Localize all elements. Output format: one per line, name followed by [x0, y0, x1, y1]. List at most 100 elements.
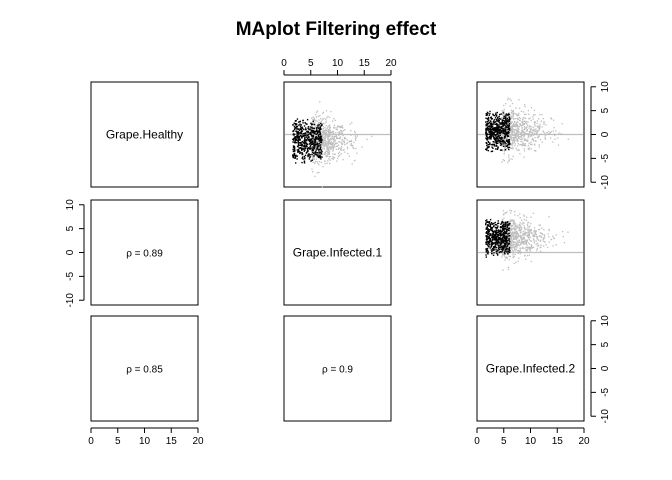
filtered-point	[304, 154, 307, 157]
filtered-point	[315, 138, 318, 140]
filtered-point	[486, 149, 488, 151]
filtered-point	[492, 147, 494, 150]
filtered-point	[304, 142, 307, 144]
filtered-point	[505, 228, 508, 231]
retained-point	[537, 238, 539, 240]
filtered-point	[504, 130, 507, 132]
retained-point	[327, 134, 330, 136]
retained-point	[536, 242, 538, 245]
filtered-point	[493, 138, 496, 141]
filtered-point	[311, 148, 314, 150]
filtered-point	[495, 130, 497, 132]
retained-point	[346, 139, 349, 141]
retained-point	[330, 110, 332, 113]
retained-point	[336, 129, 338, 131]
filtered-point	[494, 121, 496, 123]
filtered-point	[506, 123, 508, 125]
filtered-point	[501, 249, 504, 252]
filtered-point	[490, 118, 493, 120]
filtered-point	[486, 111, 489, 114]
retained-point	[522, 142, 524, 144]
retained-point	[327, 126, 329, 128]
filtered-point	[506, 124, 508, 127]
retained-point	[548, 236, 550, 238]
filtered-point	[506, 140, 508, 142]
retained-point	[512, 125, 514, 127]
retained-point	[521, 247, 523, 250]
retained-point	[323, 153, 326, 155]
filtered-point	[499, 118, 502, 120]
filtered-point	[487, 233, 489, 236]
filtered-point	[317, 130, 319, 132]
retained-point	[533, 234, 535, 237]
filtered-point	[503, 115, 505, 118]
retained-point	[531, 133, 533, 136]
retained-point	[351, 145, 354, 147]
x-tick-label: 20	[578, 436, 590, 447]
retained-point	[513, 255, 515, 258]
retained-point	[329, 159, 331, 161]
retained-point	[511, 121, 514, 123]
retained-point	[519, 247, 521, 249]
retained-point	[527, 109, 530, 112]
retained-point	[502, 114, 505, 117]
retained-point	[350, 139, 352, 142]
filtered-point	[295, 138, 298, 140]
filtered-point	[493, 222, 495, 225]
filtered-point	[497, 235, 499, 237]
filtered-point	[295, 155, 297, 158]
filtered-point	[490, 123, 492, 125]
filtered-point	[295, 128, 298, 130]
filtered-point	[490, 249, 493, 251]
filtered-point	[486, 221, 489, 223]
retained-point	[314, 161, 316, 163]
retained-point	[519, 234, 521, 236]
retained-point	[517, 118, 519, 120]
retained-point	[536, 251, 538, 254]
filtered-point	[497, 142, 499, 145]
retained-point	[351, 122, 353, 124]
retained-point	[319, 153, 321, 155]
panel-frame-r1-c1	[90, 81, 199, 188]
filtered-point	[499, 126, 502, 129]
filtered-point	[505, 232, 507, 235]
filtered-point	[485, 222, 487, 225]
filtered-point	[311, 127, 313, 129]
retained-point	[534, 231, 537, 233]
retained-point	[518, 245, 520, 247]
filtered-point	[487, 251, 489, 253]
chart-title: MAplot Filtering effect	[236, 19, 437, 40]
filtered-points	[485, 110, 511, 153]
filtered-point	[494, 139, 497, 142]
retained-point	[535, 235, 538, 238]
retained-point	[532, 212, 535, 215]
retained-point	[524, 258, 527, 260]
filtered-point	[490, 121, 492, 123]
retained-point	[311, 117, 313, 119]
filtered-point	[305, 132, 307, 135]
filtered-point	[507, 220, 509, 223]
retained-point	[324, 145, 327, 147]
filtered-point	[295, 130, 298, 132]
filtered-point	[502, 229, 504, 231]
retained-point	[522, 111, 525, 113]
filtered-point	[507, 140, 509, 143]
filtered-point	[492, 120, 495, 122]
retained-point	[534, 130, 536, 132]
filtered-point	[498, 248, 501, 251]
filtered-point	[303, 147, 306, 149]
filtered-point	[486, 226, 488, 228]
filtered-point	[319, 126, 322, 128]
filtered-point	[319, 144, 322, 146]
filtered-point	[491, 227, 493, 229]
retained-point	[511, 158, 513, 160]
retained-point	[353, 147, 355, 150]
retained-point	[510, 135, 512, 138]
filtered-point	[301, 145, 303, 147]
filtered-point	[305, 134, 307, 136]
retained-point	[516, 121, 518, 123]
filtered-point	[320, 137, 322, 140]
retained-point	[530, 222, 532, 225]
retained-point	[523, 144, 525, 147]
retained-point	[514, 214, 516, 216]
